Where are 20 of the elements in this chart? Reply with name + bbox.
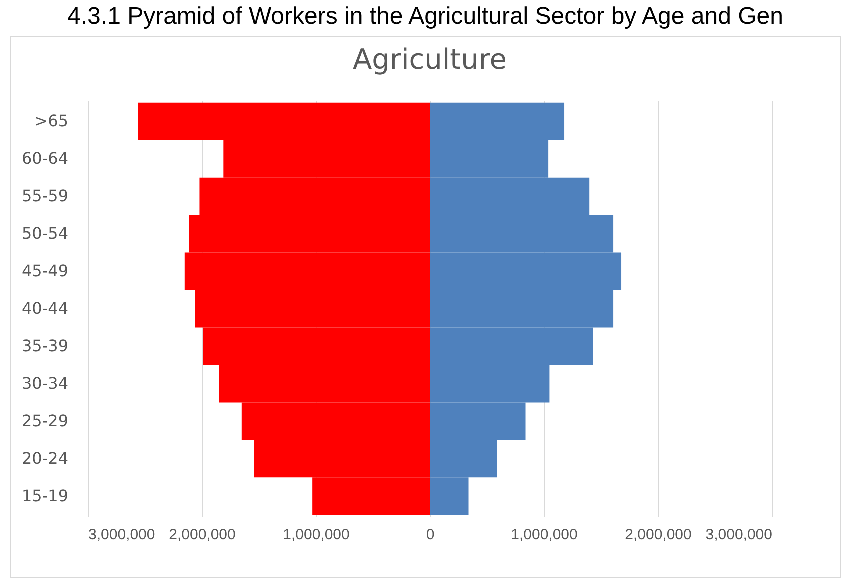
y-tick-label: 35-39 xyxy=(22,336,68,356)
x-tick-label: 1,000,000 xyxy=(283,526,350,544)
y-tick-label: 30-34 xyxy=(22,374,68,393)
x-tick-label: 0 xyxy=(426,526,435,544)
x-tick-label: 2,000,000 xyxy=(169,526,236,544)
x-tick-label: 3,000,000 xyxy=(88,526,156,544)
y-tick-label: >65 xyxy=(34,112,68,131)
chart-title: Agriculture xyxy=(353,43,507,76)
y-tick-label: 40-44 xyxy=(22,299,68,318)
y-tick-label: 55-59 xyxy=(22,186,68,206)
y-tick-label: 15-19 xyxy=(22,486,68,506)
y-tick-label: 45-49 xyxy=(22,262,68,281)
x-tick-label: 1,000,000 xyxy=(511,526,578,544)
x-tick-label: 3,000,000 xyxy=(706,526,772,544)
text: 4.3.1 Pyramid of Workers in the Agricultural Sector by Age and Gen xyxy=(66,2,784,32)
y-tick-label: 50-54 xyxy=(22,224,68,244)
x-tick-label: 2,000,000 xyxy=(625,526,692,544)
y-tick-label: 20-24 xyxy=(22,448,68,468)
y-tick-label: 60-64 xyxy=(22,149,68,168)
y-tick-label: 25-29 xyxy=(22,411,68,430)
